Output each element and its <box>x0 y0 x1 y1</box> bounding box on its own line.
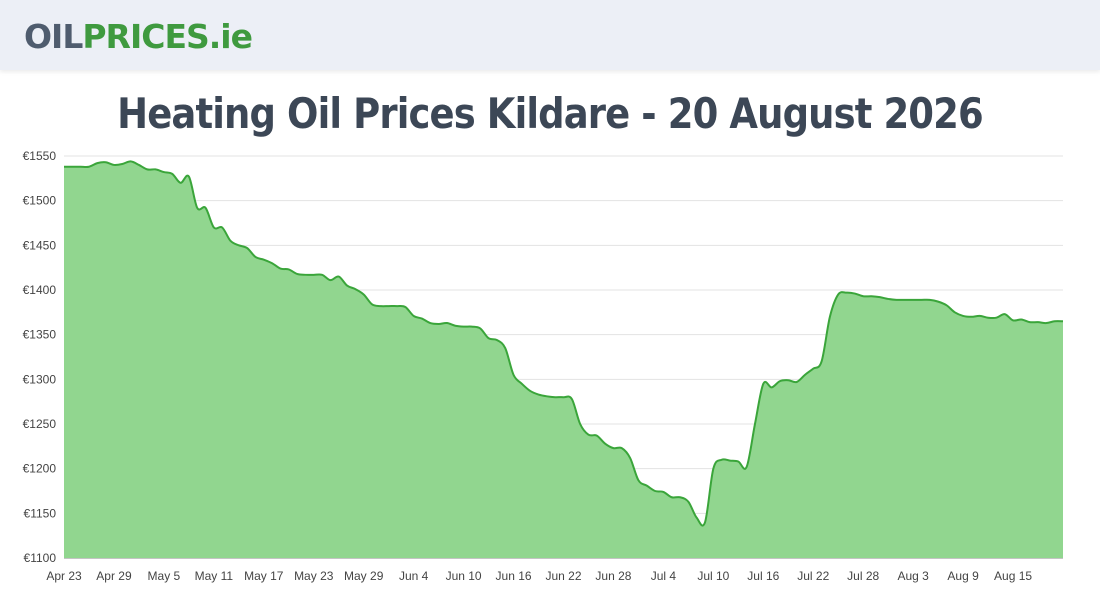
logo-prices: PRICES <box>82 17 209 56</box>
y-tick-label: €1550 <box>23 149 57 163</box>
x-tick-label: May 23 <box>294 569 334 583</box>
y-tick-label: €1500 <box>23 194 57 208</box>
x-tick-label: Jul 28 <box>847 569 879 583</box>
price-line <box>64 160 1064 527</box>
y-tick-label: €1100 <box>24 551 57 565</box>
site-logo[interactable]: OILPRICES.ie <box>24 15 253 59</box>
x-tick-label: Jun 10 <box>446 569 482 583</box>
x-tick-label: Jun 16 <box>496 569 532 583</box>
x-tick-label: Jun 22 <box>545 569 581 583</box>
price-area <box>64 161 1063 558</box>
y-tick-label: €1200 <box>23 462 57 476</box>
x-tick-label: Jul 10 <box>697 569 729 583</box>
y-axis: €1550 €1500 €1450 €1400 €1350 €1300 €1250 €1200… <box>23 149 57 565</box>
y-tick-label: €1300 <box>23 372 57 386</box>
x-tick-label: Jul 4 <box>651 569 677 583</box>
x-tick-label: May 29 <box>344 569 384 583</box>
x-tick-label: Jun 4 <box>399 569 429 583</box>
y-tick-label: €1450 <box>23 238 57 252</box>
x-tick-label: Aug 9 <box>947 569 979 583</box>
x-tick-label: May 11 <box>195 569 234 583</box>
site-header: OILPRICES.ie <box>0 0 1100 70</box>
logo-tld: .ie <box>208 17 253 56</box>
x-tick-label: Apr 29 <box>96 569 132 583</box>
x-tick-label: Aug 15 <box>994 569 1032 583</box>
y-tick-label: €1350 <box>23 328 57 342</box>
chart-title: Heating Oil Prices Kildare - 20 August 2… <box>117 89 984 138</box>
y-tick-label: €1250 <box>23 417 57 431</box>
x-tick-label: Jul 22 <box>797 569 829 583</box>
x-tick-label: May 5 <box>148 569 181 583</box>
x-tick-label: Jun 28 <box>595 569 631 583</box>
y-tick-label: €1400 <box>23 283 57 297</box>
x-tick-label: Aug 3 <box>897 569 929 583</box>
x-tick-label: Jul 16 <box>747 569 779 583</box>
x-tick-label: Apr 23 <box>46 569 82 583</box>
y-tick-label: €1150 <box>24 506 57 520</box>
price-chart: €1550 €1500 €1450 €1400 €1350 €1300 €1250 €1200… <box>23 149 1064 583</box>
x-tick-label: May 17 <box>244 569 284 583</box>
x-axis: Apr 23 Apr 29 May 5 May 11 May 17 May 23 May 2… <box>46 569 1032 583</box>
logo-oil: OIL <box>24 17 83 56</box>
